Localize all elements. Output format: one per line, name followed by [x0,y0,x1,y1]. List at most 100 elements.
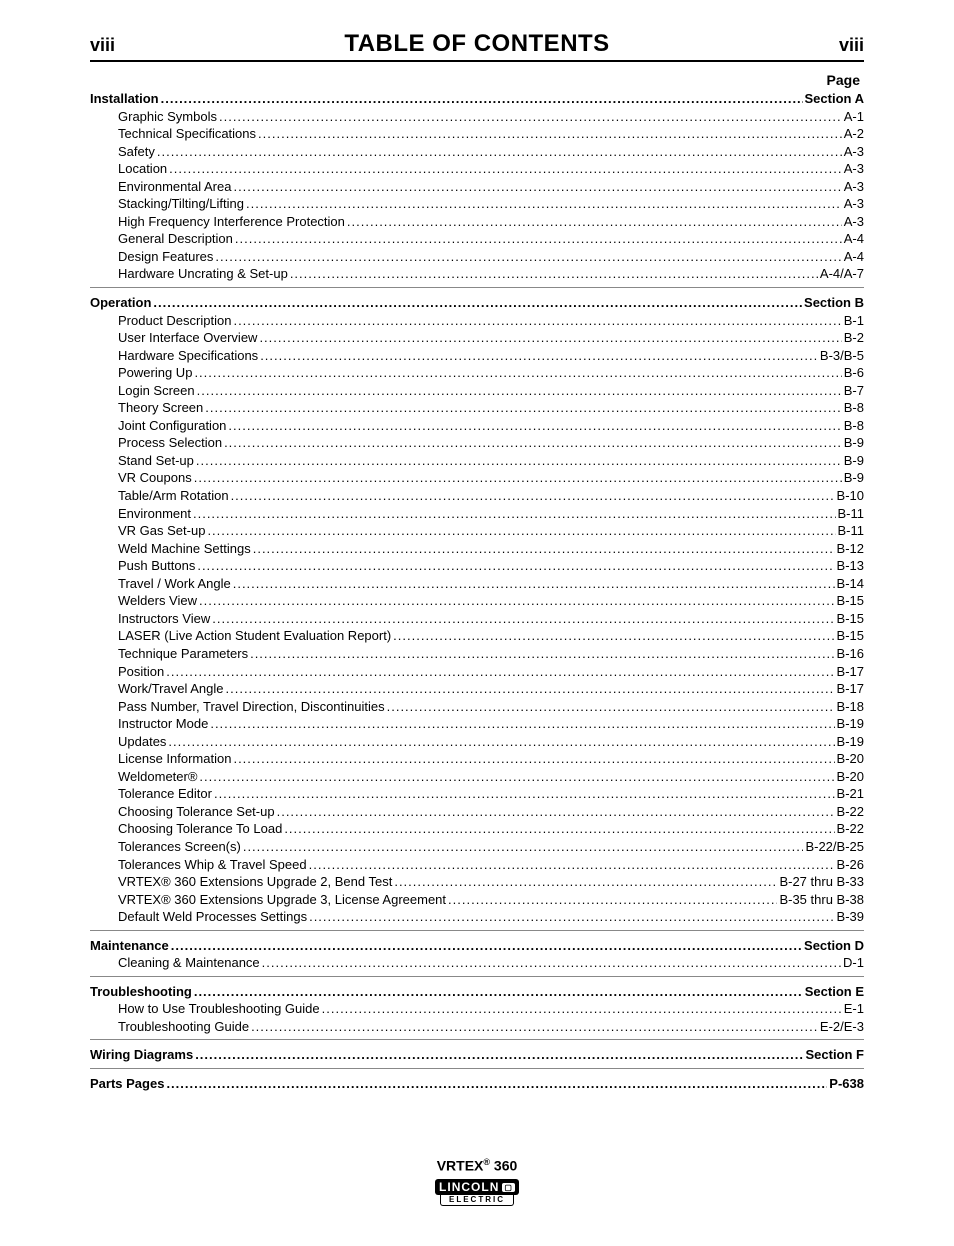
logo-badge: ▢ [502,1183,515,1192]
toc-entry-ref: E-2/E-3 [820,1018,864,1036]
toc-entry: User Interface Overview B-2 [90,329,864,347]
toc-entry-label: Choosing Tolerance To Load [118,820,282,838]
toc-entry-label: Travel / Work Angle [118,575,231,593]
toc-entry: Environmental AreaA-3 [90,178,864,196]
toc-entry-label: Safety [118,143,155,161]
toc-leader-dots [258,125,842,143]
toc-section-ref: Section F [805,1046,864,1064]
toc-leader-dots [196,452,842,470]
toc-leader-dots [233,178,841,196]
toc-section: Maintenance Section DCleaning & Maintena… [90,937,864,977]
toc-entry-ref: E-1 [844,1000,864,1018]
toc-entry: Push ButtonsB-13 [90,557,864,575]
toc-entry: LocationA-3 [90,160,864,178]
toc-entry: Hardware Uncrating & Set-upA-4/A-7 [90,265,864,283]
toc-entry: Pass Number, Travel Direction, Discontin… [90,698,864,716]
toc-entry-label: Table/Arm Rotation [118,487,229,505]
toc-leader-dots [207,522,835,540]
toc-entry-label: Stacking/Tilting/Lifting [118,195,244,213]
toc-section-ref: Section E [805,983,864,1001]
toc-leader-dots [394,873,777,891]
toc-section-title: Parts Pages [90,1075,164,1093]
logo-top-text: LINCOLN [439,1180,499,1194]
page-column-label: Page [90,72,864,88]
toc-entry: Technique Parameters B-16 [90,645,864,663]
toc-entry-ref: B-39 [837,908,864,926]
toc-leader-dots [210,715,834,733]
toc-entry-label: High Frequency Interference Protection [118,213,345,231]
toc-section: Parts Pages P-638 [90,1075,864,1097]
page-footer: VRTEX® 360 LINCOLN ▢ ELECTRIC [90,1157,864,1207]
toc-leader-dots [233,575,835,593]
toc-entry-label: User Interface Overview [118,329,257,347]
toc-entry: Process SelectionB-9 [90,434,864,452]
toc-entry-ref: B-17 [837,663,864,681]
toc-entry-ref: B-15 [837,627,864,645]
toc-section-header: Troubleshooting Section E [90,983,864,1001]
toc-entry-label: General Description [118,230,233,248]
toc-entry-ref: B-2 [844,329,864,347]
toc-leader-dots [169,160,842,178]
toc-entry-label: Technique Parameters [118,645,248,663]
product-name: VRTEX® 360 [90,1157,864,1174]
toc-entry-ref: B-6 [844,364,864,382]
toc-leader-dots [219,108,842,126]
toc-entry-ref: A-3 [844,143,864,161]
toc-entry-ref: D-1 [843,954,864,972]
toc-section: Installation Section AGraphic SymbolsA-1… [90,90,864,288]
toc-entry: Login ScreenB-7 [90,382,864,400]
toc-entry-ref: B-9 [844,452,864,470]
toc-leader-dots [205,399,842,417]
toc-entry-ref: B-7 [844,382,864,400]
toc-entry-ref: B-16 [837,645,864,663]
toc-leader-dots [194,469,842,487]
toc-entry: Theory ScreenB-8 [90,399,864,417]
toc-entry-label: Default Weld Processes Settings [118,908,307,926]
toc-entry-ref: B-19 [837,733,864,751]
toc-leader-dots [393,627,834,645]
toc-entry-ref: A-4 [844,230,864,248]
toc-entry-label: Tolerances Screen(s) [118,838,241,856]
toc-entry: Default Weld Processes Settings B-39 [90,908,864,926]
toc-section-header: Installation Section A [90,90,864,108]
toc-entry-label: Stand Set-up [118,452,194,470]
toc-entry: UpdatesB-19 [90,733,864,751]
toc-entry-label: Joint Configuration [118,417,226,435]
toc-entry: Stacking/Tilting/LiftingA-3 [90,195,864,213]
toc-entry-ref: A-4/A-7 [820,265,864,283]
toc-entry-ref: B-15 [837,592,864,610]
header-page-right: viii [804,35,864,56]
toc-entry: Powering UpB-6 [90,364,864,382]
toc-entry-ref: B-11 [838,522,865,540]
toc-entry: Tolerance EditorB-21 [90,785,864,803]
toc-entry: LASER (Live Action Student Evaluation Re… [90,627,864,645]
toc-entry: VR Gas Set-upB-11 [90,522,864,540]
toc-entry: VRTEX® 360 Extensions Upgrade 3, License… [90,891,864,909]
toc-leader-dots [199,768,834,786]
toc-section-title: Maintenance [90,937,169,955]
toc-entry-label: Theory Screen [118,399,203,417]
toc-entry-label: Tolerances Whip & Travel Speed [118,856,307,874]
toc-entry: General Description A-4 [90,230,864,248]
toc-entry-label: Weldometer® [118,768,197,786]
toc-section-ref: Section B [804,294,864,312]
toc-entry: Work/Travel AngleB-17 [90,680,864,698]
toc-entry-label: Tolerance Editor [118,785,212,803]
toc-entry-label: Environment [118,505,191,523]
toc-leader-dots [259,329,841,347]
toc-entry: Tolerances Screen(s)B-22/B-25 [90,838,864,856]
toc-entry-label: Troubleshooting Guide [118,1018,249,1036]
toc-section-ref: Section D [804,937,864,955]
toc-entry-label: Environmental Area [118,178,231,196]
toc-entry: Joint ConfigurationB-8 [90,417,864,435]
toc-leader-dots [448,891,777,909]
toc-leader-dots [290,265,818,283]
toc-entry-ref: B-26 [837,856,864,874]
toc-entry-ref: B-18 [837,698,864,716]
toc-leader-dots [215,248,841,266]
toc-entry: Instructors ViewB-15 [90,610,864,628]
toc-entry: Weldometer® B-20 [90,768,864,786]
toc-entry-ref: B-20 [837,768,864,786]
toc-leader-dots [166,663,834,681]
toc-leader-dots [212,610,834,628]
